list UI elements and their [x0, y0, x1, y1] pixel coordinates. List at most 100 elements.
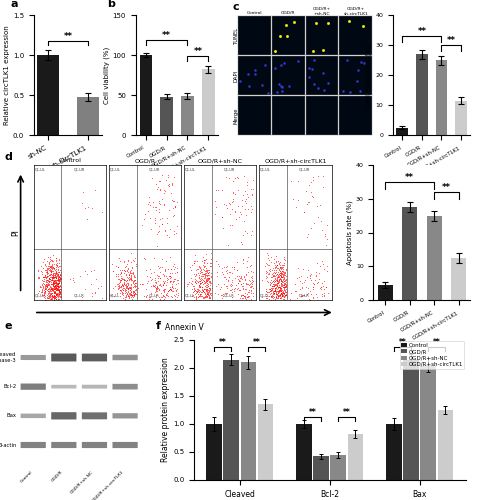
Point: [268, 266, 276, 274]
Point: [50, 290, 58, 298]
Point: [309, 56, 317, 64]
Point: [91, 289, 99, 297]
Point: [310, 276, 318, 284]
Point: [182, 280, 190, 288]
Point: [47, 294, 55, 302]
Point: [244, 82, 252, 90]
Point: [222, 282, 230, 290]
Point: [225, 221, 233, 229]
Point: [196, 292, 204, 300]
Bar: [402, 207, 416, 300]
Point: [234, 186, 242, 194]
Point: [56, 275, 64, 283]
Point: [263, 268, 271, 276]
Point: [157, 214, 165, 222]
Point: [126, 288, 134, 296]
Point: [125, 276, 133, 283]
Point: [269, 288, 277, 296]
Point: [55, 295, 62, 303]
Point: [122, 284, 130, 292]
Point: [271, 263, 278, 271]
Point: [129, 284, 137, 292]
Point: [159, 296, 166, 304]
Point: [288, 195, 296, 203]
Point: [295, 274, 302, 281]
Point: [279, 274, 287, 282]
Point: [170, 260, 178, 268]
Point: [54, 264, 62, 272]
Point: [271, 295, 278, 303]
Point: [40, 274, 48, 282]
Point: [234, 279, 242, 287]
Point: [239, 256, 247, 264]
Point: [43, 278, 50, 285]
Point: [55, 278, 63, 286]
Point: [276, 282, 284, 290]
Point: [43, 266, 51, 274]
Point: [49, 279, 57, 287]
Point: [268, 282, 276, 290]
Point: [193, 277, 200, 285]
Point: [169, 197, 177, 205]
Point: [55, 274, 62, 282]
Point: [246, 186, 254, 194]
Point: [51, 288, 59, 296]
Point: [270, 281, 277, 289]
Point: [248, 272, 256, 280]
Point: [187, 279, 195, 287]
Point: [56, 272, 64, 280]
Point: [45, 260, 52, 268]
Point: [204, 286, 212, 294]
Point: [51, 294, 59, 302]
Point: [42, 274, 50, 281]
Point: [238, 290, 246, 298]
Point: [169, 284, 177, 292]
Point: [285, 82, 292, 90]
Point: [248, 289, 256, 297]
Point: [279, 273, 287, 281]
Point: [272, 284, 279, 292]
Point: [46, 255, 54, 263]
Point: [126, 290, 134, 298]
Point: [41, 271, 48, 279]
Point: [51, 288, 59, 296]
Point: [52, 267, 60, 275]
Point: [44, 270, 51, 278]
Point: [272, 275, 280, 283]
Point: [227, 276, 235, 283]
Point: [304, 198, 312, 206]
Point: [278, 88, 286, 96]
Point: [125, 290, 133, 298]
Point: [46, 284, 54, 292]
Point: [51, 279, 59, 287]
Point: [188, 288, 196, 296]
Point: [199, 286, 207, 294]
Point: [168, 196, 176, 204]
Point: [157, 264, 165, 272]
Point: [192, 293, 200, 301]
Point: [171, 284, 179, 292]
Point: [47, 280, 55, 288]
Point: [52, 279, 60, 287]
Point: [237, 292, 244, 300]
Point: [220, 200, 228, 208]
Point: [127, 268, 135, 276]
Point: [161, 266, 168, 274]
Point: [145, 193, 152, 201]
Point: [48, 292, 56, 300]
Point: [268, 294, 276, 302]
Point: [152, 293, 160, 301]
Point: [196, 276, 204, 284]
Point: [212, 268, 220, 276]
Point: [49, 276, 57, 284]
Point: [189, 286, 197, 294]
Point: [39, 282, 47, 290]
Point: [206, 259, 213, 267]
Point: [52, 281, 60, 289]
Point: [49, 286, 57, 294]
Point: [160, 186, 168, 194]
Point: [278, 268, 286, 276]
Point: [194, 262, 202, 270]
Point: [129, 292, 137, 300]
Point: [204, 270, 212, 278]
